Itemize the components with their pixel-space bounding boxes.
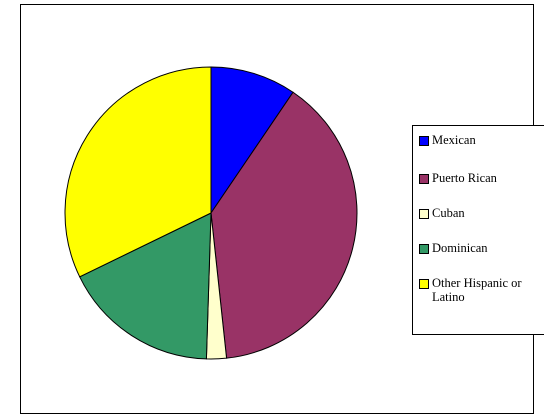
legend-label: Mexican [432, 133, 476, 147]
legend-item: Cuban [419, 206, 544, 220]
legend: Mexican Puerto Rican Cuban Dominican Other H… [412, 125, 544, 335]
legend-swatch [419, 136, 429, 146]
chart-area: Mexican Puerto Rican Cuban Dominican Other H… [20, 4, 544, 414]
legend-swatch [419, 279, 429, 289]
legend-item: Mexican [419, 133, 544, 147]
legend-label: Dominican [432, 241, 488, 255]
legend-label: Puerto Rican [432, 171, 497, 185]
pie-chart [64, 66, 358, 360]
legend-label: Cuban [432, 206, 465, 220]
pie-slice-other-hispanic-or-latino [64, 66, 212, 278]
legend-item: Other Hispanic or Latino [419, 276, 544, 304]
legend-swatch [419, 174, 429, 184]
pie-slice-mexican [210, 66, 294, 215]
pie-slice-dominican [79, 212, 212, 360]
pie-slice-puerto-rican [210, 91, 358, 359]
legend-swatch [419, 244, 429, 254]
legend-item: Dominican [419, 241, 544, 255]
legend-label: Other Hispanic or Latino [432, 276, 522, 304]
legend-swatch [419, 209, 429, 219]
legend-item: Puerto Rican [419, 171, 544, 185]
